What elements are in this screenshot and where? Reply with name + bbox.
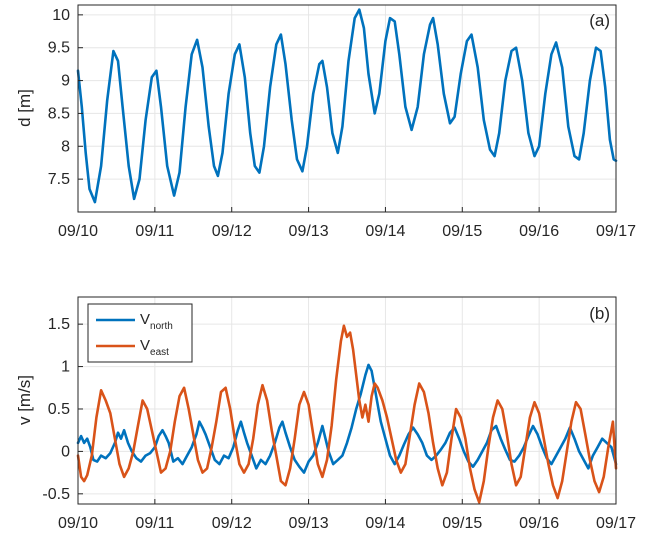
x-tick-label: 09/14 bbox=[365, 515, 405, 532]
y-tick-label: 8.5 bbox=[48, 105, 70, 122]
panel-b-legend: Vnorth Veast bbox=[87, 303, 193, 363]
legend-entry-east-sub: east bbox=[150, 347, 169, 358]
x-tick-label: 09/12 bbox=[212, 223, 252, 240]
x-tick-label: 09/17 bbox=[596, 515, 636, 532]
panel-b-x-ticks: 09/10 09/11 09/12 09/13 09/14 09/15 09/16 09/17 bbox=[58, 499, 636, 532]
legend-entry-north: Vnorth bbox=[140, 311, 173, 332]
panel-a-depth: 7.588.599.510 09/10 09/11 09/12 09/13 09/14 0… bbox=[15, 4, 636, 240]
panel-b-y-axis-label: v [m/s] bbox=[15, 375, 34, 425]
panel-a-plot-area bbox=[78, 5, 616, 212]
y-tick-label: 0.5 bbox=[48, 401, 70, 418]
series-line-east bbox=[76, 324, 618, 504]
y-tick-label: 1 bbox=[61, 359, 70, 376]
x-tick-label: 09/10 bbox=[58, 223, 98, 240]
panel-b-y-ticks: -0.5 0 0.5 1 1.5 bbox=[42, 316, 83, 503]
series-line-depth bbox=[76, 8, 618, 204]
x-tick-label: 09/17 bbox=[596, 223, 636, 240]
panel-a-y-ticks: 7.5 8 8.5 9 9.5 10 bbox=[48, 7, 83, 188]
panel-a-grid bbox=[77, 5, 617, 212]
y-tick-label: -0.5 bbox=[42, 486, 70, 503]
x-tick-label: 09/11 bbox=[135, 223, 174, 240]
series-line-north bbox=[76, 363, 618, 474]
y-tick-label: 7.5 bbox=[48, 171, 70, 188]
panel-a-series bbox=[76, 8, 618, 204]
panel-b-velocity: -0.500.511.5 09/10 09/11 09/12 09/13 09/14 09… bbox=[15, 296, 636, 532]
panel-a-label: (a) bbox=[589, 11, 610, 30]
x-tick-label: 09/15 bbox=[442, 223, 482, 240]
legend-entry-north-name: V bbox=[140, 311, 150, 328]
y-tick-label: 9.5 bbox=[48, 40, 70, 57]
y-tick-label: 10 bbox=[52, 7, 70, 24]
x-tick-label: 09/11 bbox=[135, 515, 174, 532]
panel-b-series bbox=[76, 324, 618, 504]
legend-entry-north-sub: north bbox=[150, 321, 173, 332]
y-tick-label: 9 bbox=[61, 73, 70, 90]
x-tick-label: 09/10 bbox=[58, 515, 98, 532]
legend-box bbox=[87, 303, 193, 363]
panel-b-frame bbox=[77, 296, 617, 505]
panel-a-y-axis-label: d [m] bbox=[15, 89, 34, 127]
legend-entry-east-name: V bbox=[140, 337, 150, 354]
y-tick-label: 0 bbox=[61, 443, 70, 460]
x-tick-label: 09/14 bbox=[365, 223, 405, 240]
x-tick-label: 09/12 bbox=[212, 515, 252, 532]
panel-a-x-ticks: 09/10 09/11 09/12 09/13 09/14 09/15 09/16 09/17 bbox=[58, 207, 636, 240]
x-tick-label: 09/16 bbox=[519, 515, 559, 532]
panel-b-label: (b) bbox=[589, 304, 610, 323]
legend-entry-east: Veast bbox=[140, 337, 169, 358]
x-tick-label: 09/15 bbox=[442, 515, 482, 532]
x-tick-label: 09/16 bbox=[519, 223, 559, 240]
x-tick-label: 09/13 bbox=[289, 515, 329, 532]
y-tick-label: 1.5 bbox=[48, 316, 70, 333]
panel-a-frame bbox=[77, 4, 617, 213]
x-tick-label: 09/13 bbox=[289, 223, 329, 240]
y-tick-label: 8 bbox=[61, 138, 70, 155]
